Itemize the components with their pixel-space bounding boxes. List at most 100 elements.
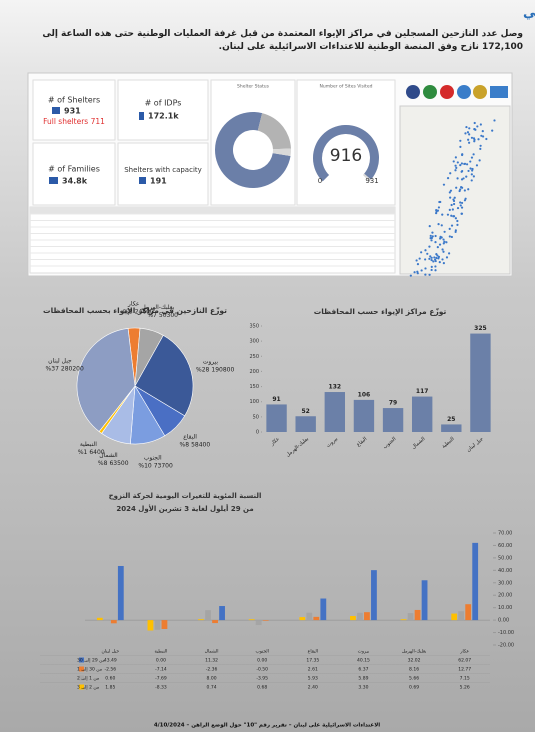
bar-label: 117 <box>416 388 429 395</box>
map-dot <box>448 252 451 255</box>
map-dot <box>453 202 456 206</box>
pie-percent: %28 <box>196 366 210 373</box>
bar-label: 91 <box>272 396 280 403</box>
map-dot <box>413 271 416 274</box>
bar <box>161 620 168 629</box>
y-tick-label: 50.00 <box>498 555 512 561</box>
map-dot <box>430 268 433 272</box>
table-value: 40.15 <box>357 658 370 664</box>
bar <box>295 416 316 432</box>
y-tick-label: -20.00 <box>498 643 514 649</box>
map-dot <box>442 238 445 241</box>
kpi-icon <box>52 107 60 114</box>
map-dot <box>441 258 444 261</box>
pie-value: 280200 <box>61 365 84 372</box>
bar <box>212 620 218 624</box>
bar-label: 106 <box>358 391 371 398</box>
map-dot <box>442 250 445 253</box>
map-dot <box>473 121 476 125</box>
bar <box>110 620 117 624</box>
bar <box>414 609 421 621</box>
map-dot <box>465 175 468 178</box>
map-dot <box>482 135 485 138</box>
map-dot <box>424 258 427 261</box>
table-value: 5.93 <box>308 676 318 682</box>
map-dot <box>463 162 466 166</box>
map-dot <box>416 270 419 273</box>
map-dot <box>478 159 481 162</box>
y-tick-label: 10.00 <box>498 605 512 611</box>
table-value: 3.30 <box>358 685 368 691</box>
map-dot <box>462 177 465 180</box>
map-dot <box>418 257 421 260</box>
x-tick-label: عكار <box>269 436 281 447</box>
map-dot <box>460 201 464 205</box>
table-header: جبل لبنان <box>101 650 119 655</box>
bar-label: 79 <box>389 400 397 407</box>
map-dot <box>442 183 446 186</box>
bar <box>324 392 346 432</box>
bar <box>198 619 204 621</box>
kpi-label: # of Shelters <box>48 96 100 105</box>
map-dot <box>480 134 483 137</box>
y-tick-label: 300 <box>249 339 259 345</box>
map-dot <box>441 213 444 216</box>
map-dot <box>428 225 431 228</box>
pie-slice <box>76 328 136 432</box>
table-value: 11.32 <box>205 658 218 664</box>
table-value: 0.74 <box>207 685 217 691</box>
pie-label: بيروت <box>203 358 219 365</box>
pie-label: الجنوب <box>144 454 162 461</box>
gauge-fill <box>313 125 380 182</box>
table-value: 17.35 <box>306 658 319 664</box>
table-value: -2.56 <box>104 667 116 673</box>
pie-label: الشمال <box>99 452 118 459</box>
map-dot <box>430 239 433 242</box>
table-value: 2.61 <box>308 667 318 673</box>
bar <box>364 612 370 621</box>
table-header: الشمال <box>205 650 219 655</box>
bar <box>96 617 103 621</box>
map-dot <box>438 200 441 204</box>
logo <box>440 85 454 99</box>
map-dot <box>464 132 467 135</box>
map-dot <box>449 189 453 192</box>
map-dot <box>435 210 438 213</box>
logo <box>490 86 508 98</box>
gauge-min: 0 <box>318 177 322 185</box>
chart-title: النسبة المئوية للتغيرات اليومية لحركة ال… <box>109 492 262 500</box>
map-dot <box>455 186 458 189</box>
map-dot <box>438 243 442 246</box>
kpi-label: # of Families <box>48 165 100 174</box>
map-dot <box>459 204 462 207</box>
gauge-value: 916 <box>330 146 362 166</box>
map-dot <box>416 263 420 266</box>
map-dot <box>470 173 473 176</box>
map-dot <box>443 230 446 233</box>
map-dot <box>453 196 456 199</box>
legend-label: من 29 إلى 30 <box>77 658 106 664</box>
donut-slice <box>257 113 291 150</box>
table-value: -2.36 <box>206 667 218 673</box>
bar-label: 25 <box>447 416 455 423</box>
bar <box>299 617 306 621</box>
y-tick-label: 350 <box>249 324 259 330</box>
map-dot <box>450 235 453 239</box>
map-dot <box>430 256 433 259</box>
table-value: 0.00 <box>257 658 267 664</box>
bar <box>147 620 154 631</box>
pie-percent: %8 <box>98 460 108 467</box>
pie-label: بعلبك-الهرمل <box>141 304 174 311</box>
map-dot <box>437 255 441 258</box>
map-dot <box>467 138 470 141</box>
table-value: -3.95 <box>256 676 268 682</box>
y-tick-label: 60.00 <box>498 543 512 549</box>
map-dot <box>467 169 470 173</box>
map-dot <box>436 246 439 249</box>
map-dot <box>446 213 450 216</box>
map-dot <box>459 164 462 167</box>
kpi-label: # of IDPs <box>145 99 182 108</box>
y-tick-label: 20.00 <box>498 593 512 599</box>
map-dot <box>448 191 451 194</box>
table-value: -8.33 <box>155 685 167 691</box>
